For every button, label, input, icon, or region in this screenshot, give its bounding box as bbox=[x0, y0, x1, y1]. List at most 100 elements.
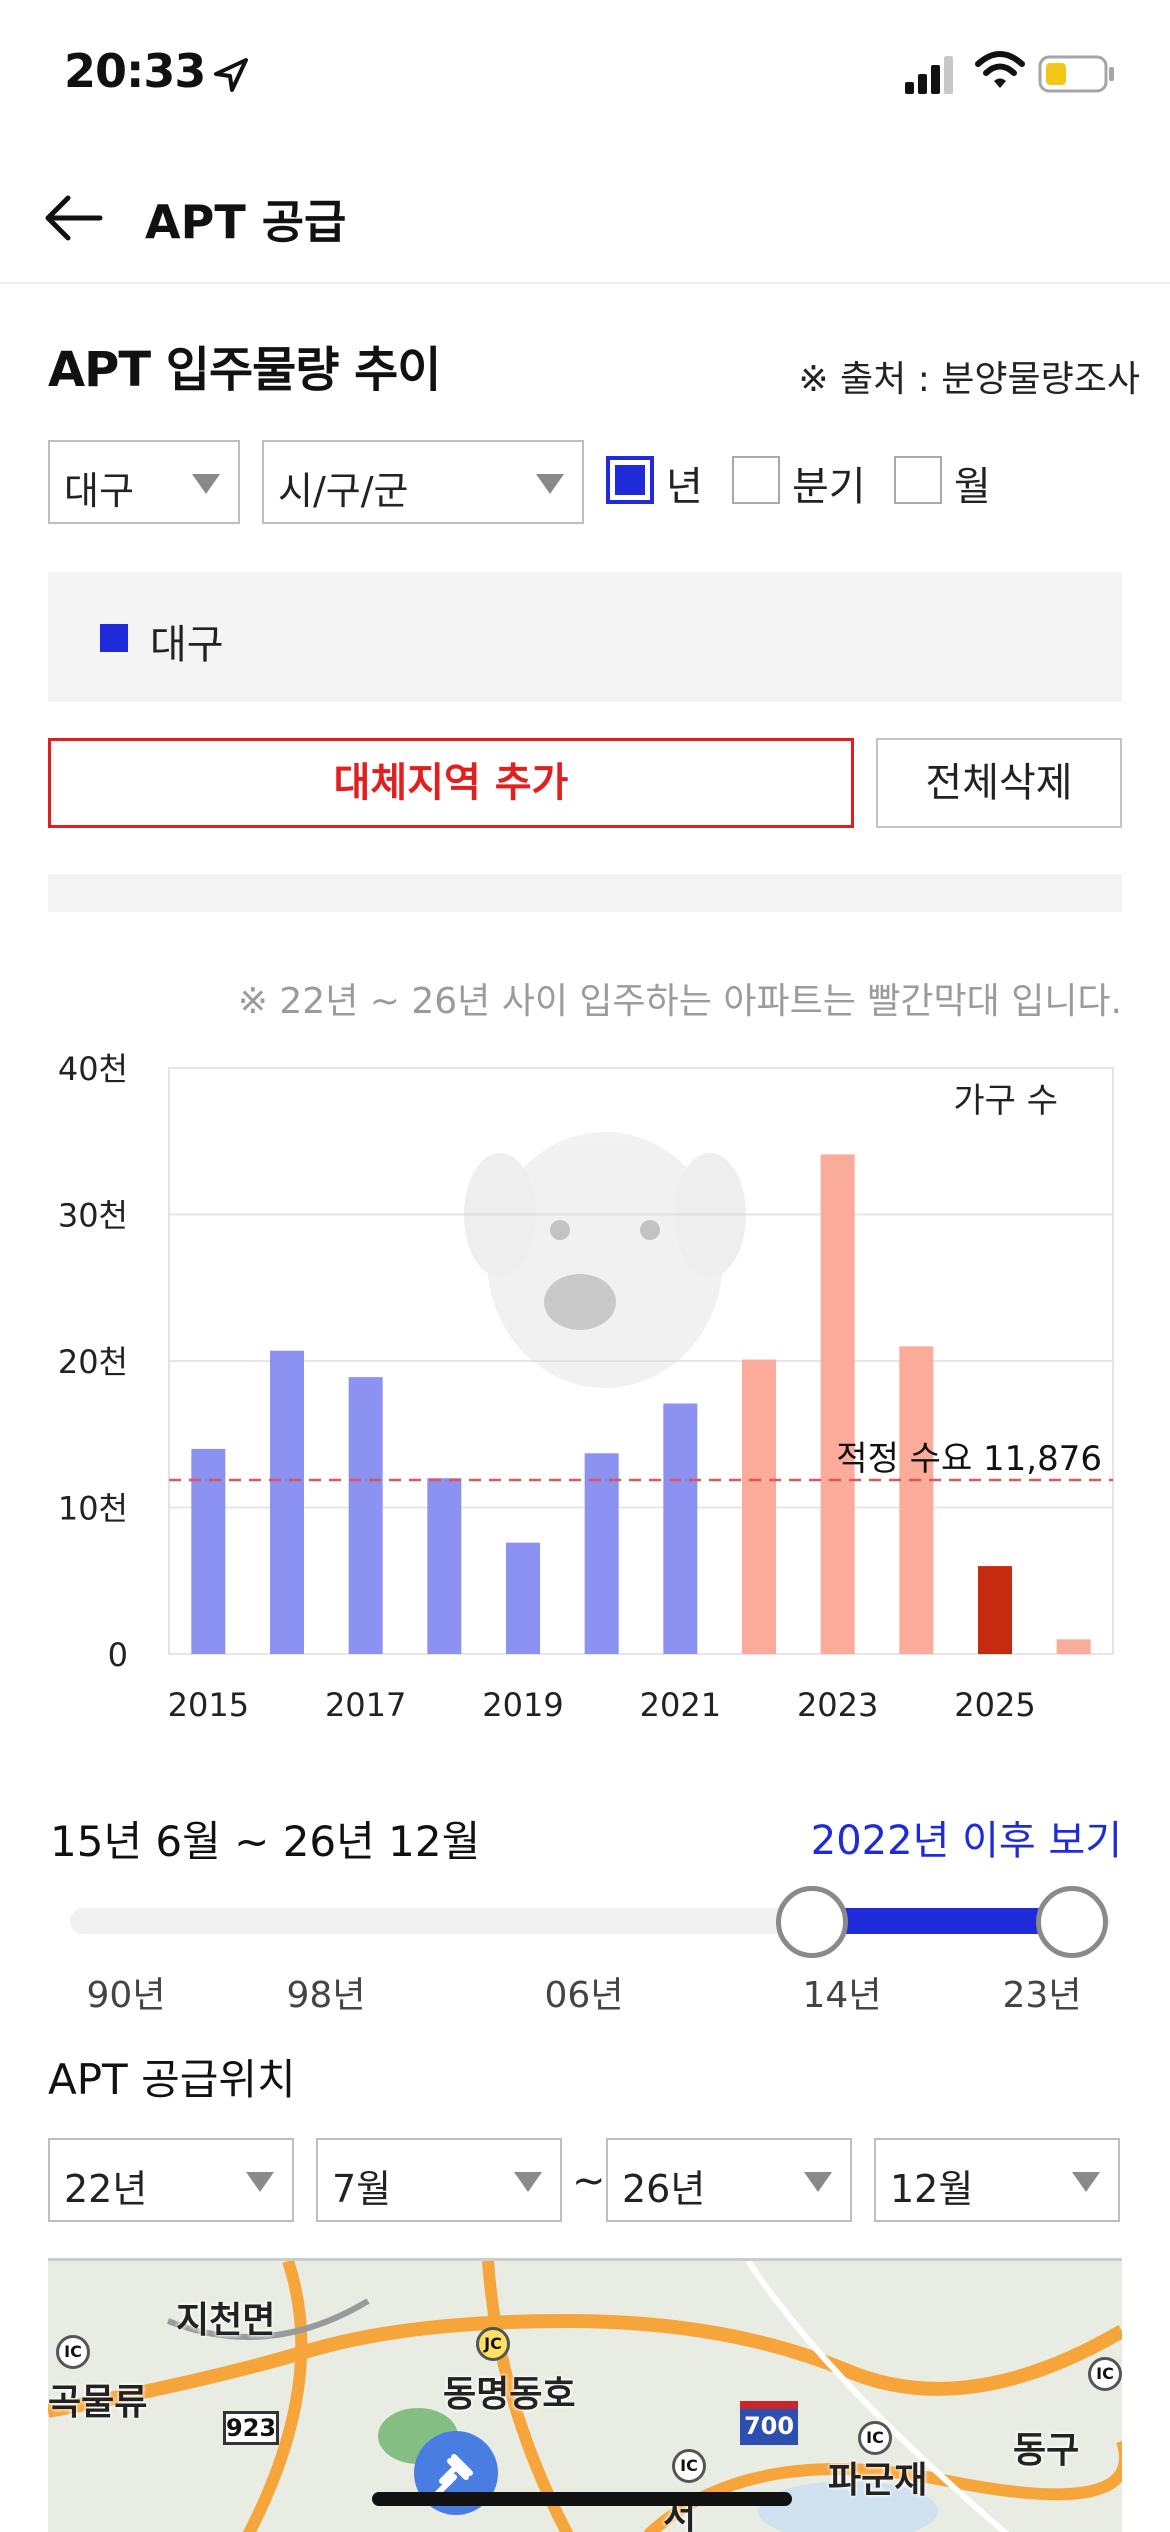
y-tick-label: 40천 bbox=[58, 1050, 128, 1088]
chevron-down-icon bbox=[804, 2172, 832, 2192]
slider-tick: 98년 bbox=[286, 1975, 366, 2016]
map-roads bbox=[48, 2261, 1122, 2532]
map-label: 지천면 bbox=[176, 2300, 276, 2341]
reference-line-label: 적정 수요 11,876 bbox=[836, 1439, 1102, 1479]
range-slider-fill bbox=[812, 1908, 1072, 1934]
ic-badge: IC bbox=[56, 2335, 90, 2369]
chevron-down-icon bbox=[1072, 2172, 1100, 2192]
end-month-value: 12월 bbox=[890, 2167, 974, 2211]
range-slider-start-thumb[interactable] bbox=[776, 1886, 848, 1958]
home-indicator[interactable] bbox=[372, 2492, 792, 2506]
bar-2023 bbox=[820, 1154, 855, 1654]
chart-note: ※ 22년 ~ 26년 사이 입주하는 아파트는 빨간막대 입니다. bbox=[237, 981, 1122, 1022]
slider-tick: 06년 bbox=[544, 1975, 624, 2016]
ic-badge: IC bbox=[858, 2421, 892, 2455]
checkbox-month-label: 월 bbox=[954, 464, 991, 510]
checkbox-year-label: 년 bbox=[666, 464, 703, 510]
bar-2021 bbox=[663, 1403, 698, 1654]
slider-tick: 90년 bbox=[86, 1975, 166, 2016]
section-title: APT 입주물량 추이 bbox=[48, 342, 441, 398]
y-tick-label: 20천 bbox=[58, 1343, 128, 1381]
x-axis-ticks: 2015 2017 2019 2021 2023 2025 bbox=[168, 1686, 1036, 1724]
start-month-value: 7월 bbox=[332, 2167, 392, 2211]
bars bbox=[191, 1154, 1091, 1654]
x-tick-label: 2021 bbox=[640, 1686, 721, 1724]
y-tick-label: 0 bbox=[108, 1636, 128, 1674]
x-tick-label: 2019 bbox=[482, 1686, 563, 1724]
bar-2025 bbox=[978, 1566, 1012, 1654]
unit-label: 가구 수 bbox=[953, 1081, 1058, 1121]
legend-label[interactable]: 대구 bbox=[150, 622, 224, 668]
add-alternative-region-button[interactable]: 대체지역 추가 bbox=[48, 738, 854, 828]
checkbox-quarter-label: 분기 bbox=[792, 464, 866, 510]
bar-2015 bbox=[191, 1448, 226, 1654]
bar-2019 bbox=[506, 1542, 540, 1654]
checkbox-year[interactable] bbox=[606, 456, 654, 504]
region-select-value: 대구 bbox=[64, 469, 134, 513]
bar-2016 bbox=[270, 1350, 304, 1654]
y-tick-label: 10천 bbox=[58, 1490, 128, 1528]
supply-bar-chart: 0 10천 20천 30천 40천 2015 2017 2019 2021 2023 2025 적… bbox=[58, 1050, 1114, 1724]
district-select-value: 시/구/군 bbox=[278, 469, 409, 513]
end-year-select[interactable]: 26년 bbox=[606, 2138, 852, 2222]
checkbox-quarter[interactable] bbox=[732, 456, 780, 504]
route-700-badge: 700 bbox=[740, 2401, 798, 2445]
chevron-down-icon bbox=[246, 2172, 274, 2192]
cellular-signal-icon bbox=[905, 56, 953, 94]
range-slider-end-thumb[interactable] bbox=[1036, 1886, 1108, 1958]
checkbox-month[interactable] bbox=[894, 456, 942, 504]
x-tick-label: 2017 bbox=[325, 1686, 406, 1724]
supply-location-map[interactable]: 지천면 곡물류 동명동호 파군재 동구 서 IC JC 923 700 IC I… bbox=[48, 2258, 1122, 2532]
nav-bar: APT 공급 bbox=[0, 150, 1170, 284]
start-year-value: 22년 bbox=[64, 2167, 148, 2211]
chevron-down-icon bbox=[536, 474, 564, 494]
y-tick-label: 30천 bbox=[58, 1197, 128, 1235]
bar-2020 bbox=[584, 1453, 619, 1654]
y-axis-ticks: 0 10천 20천 30천 40천 bbox=[58, 1050, 128, 1674]
route-923-badge: 923 bbox=[223, 2411, 279, 2445]
region-select[interactable]: 대구 bbox=[48, 440, 240, 524]
range-label: 15년 6월 ~ 26년 12월 bbox=[50, 1817, 481, 1866]
map-label: 곡물류 bbox=[48, 2382, 148, 2423]
map-label: 동구 bbox=[1013, 2430, 1080, 2471]
arrow-left-icon[interactable] bbox=[38, 188, 108, 248]
chevron-down-icon bbox=[192, 474, 220, 494]
end-year-value: 26년 bbox=[622, 2167, 706, 2211]
ic-badge: IC bbox=[1088, 2357, 1122, 2391]
bar-2017 bbox=[348, 1377, 383, 1654]
bar-2024 bbox=[899, 1346, 934, 1654]
map-label: 동명동호 bbox=[443, 2374, 576, 2415]
view-after-2022-link[interactable]: 2022년 이후 보기 bbox=[810, 1818, 1122, 1864]
x-tick-label: 2023 bbox=[797, 1686, 878, 1724]
page-title: APT 공급 bbox=[145, 195, 347, 249]
range-separator: ~ bbox=[572, 2158, 606, 2204]
location-arrow-icon bbox=[214, 58, 248, 92]
start-month-select[interactable]: 7월 bbox=[316, 2138, 562, 2222]
grid-lines bbox=[169, 1067, 1113, 1655]
bar-2018 bbox=[427, 1478, 462, 1654]
supply-location-title: APT 공급위치 bbox=[48, 2055, 296, 2104]
legend-swatch bbox=[100, 624, 128, 652]
chevron-down-icon bbox=[514, 2172, 542, 2192]
x-tick-label: 2015 bbox=[168, 1686, 249, 1724]
legend-panel: 대구 bbox=[48, 572, 1122, 702]
district-select[interactable]: 시/구/군 bbox=[262, 440, 584, 524]
jc-badge: JC bbox=[476, 2327, 510, 2361]
delete-all-button[interactable]: 전체삭제 bbox=[876, 738, 1122, 828]
dog-watermark-image bbox=[464, 1132, 746, 1388]
battery-icon bbox=[1038, 55, 1114, 93]
start-year-select[interactable]: 22년 bbox=[48, 2138, 294, 2222]
slider-tick: 23년 bbox=[1002, 1975, 1082, 2016]
source-note: ※ 출처 : 분양물량조사 bbox=[798, 359, 1140, 400]
bar-2026 bbox=[1056, 1639, 1091, 1654]
end-month-select[interactable]: 12월 bbox=[874, 2138, 1120, 2222]
map-label: 파군재 bbox=[828, 2460, 928, 2501]
x-tick-label: 2025 bbox=[954, 1686, 1035, 1724]
bar-2022 bbox=[742, 1359, 776, 1654]
divider-strip bbox=[48, 874, 1122, 912]
wifi-icon bbox=[975, 51, 1025, 88]
slider-tick: 14년 bbox=[802, 1975, 882, 2016]
ic-badge: IC bbox=[672, 2449, 706, 2483]
status-time: 20:33 bbox=[64, 44, 206, 98]
status-bar: 20:33 bbox=[0, 0, 1170, 150]
